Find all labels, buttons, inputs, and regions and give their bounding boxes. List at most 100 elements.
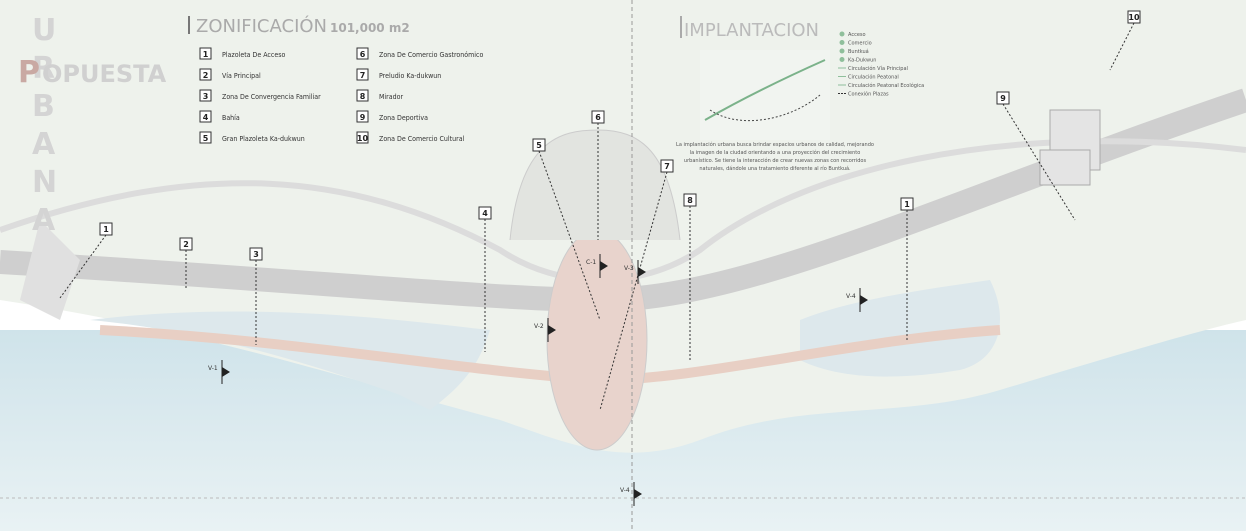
section-arrow bbox=[860, 295, 868, 305]
legend-dot bbox=[839, 31, 845, 37]
legend-box bbox=[199, 47, 212, 60]
description: urbanístico. Se tiene la interacción de … bbox=[684, 157, 867, 164]
marker-number: 7 bbox=[664, 162, 670, 171]
legend-box bbox=[356, 68, 369, 81]
marker-number: 8 bbox=[687, 196, 693, 205]
marker-box bbox=[1127, 10, 1141, 24]
section-label: V-2 bbox=[534, 323, 544, 330]
section-arrow bbox=[634, 489, 642, 499]
section-arrow bbox=[600, 261, 608, 271]
legend-number: 7 bbox=[360, 71, 366, 80]
legend-label: Zona De Convergencia Familiar bbox=[222, 93, 321, 101]
leader-line bbox=[1002, 103, 1076, 221]
section-arrow bbox=[548, 325, 556, 335]
lagoon bbox=[90, 311, 490, 410]
legend-dot bbox=[839, 40, 845, 45]
legend-label: Acceso bbox=[848, 32, 866, 38]
legend-label: Ka-Dukwun bbox=[848, 58, 876, 64]
legend-label: Gran Plazoleta Ka-dukwun bbox=[222, 135, 305, 143]
marker-box bbox=[660, 159, 674, 173]
title-letter: U bbox=[32, 13, 56, 48]
legend-number: 9 bbox=[360, 113, 366, 122]
title-letter: R bbox=[32, 51, 55, 86]
legend-label: Preludio Ka-dukwun bbox=[379, 72, 441, 80]
legend-number: 4 bbox=[203, 113, 209, 122]
marker-box bbox=[249, 247, 263, 261]
legend-label: Buntkuá bbox=[848, 48, 869, 55]
title-letter: N bbox=[32, 165, 57, 200]
description: naturales, dándole una tratamiento difer… bbox=[699, 165, 851, 172]
marker-number: 5 bbox=[536, 141, 542, 150]
legend-number: 6 bbox=[360, 50, 366, 59]
legend-number: 5 bbox=[203, 134, 209, 143]
leader-line bbox=[1109, 22, 1135, 71]
section-arrow bbox=[638, 267, 646, 277]
legend-box bbox=[356, 47, 369, 60]
area: 101,000 m2 bbox=[330, 21, 410, 35]
legend-box bbox=[356, 131, 369, 144]
marker-box bbox=[99, 222, 113, 236]
section-label: V-4 bbox=[846, 293, 856, 300]
marker-box bbox=[996, 91, 1010, 105]
legend-box bbox=[356, 110, 369, 123]
legend-label: Conexión Plazas bbox=[848, 91, 889, 98]
section-label: V-3 bbox=[624, 265, 634, 272]
legend-label: Circulación Peatonal Ecológica bbox=[848, 82, 924, 89]
marker-number: 3 bbox=[253, 250, 259, 259]
legend-box bbox=[356, 89, 369, 102]
legend-label: Zona De Comercio Gastronómico bbox=[379, 51, 483, 59]
title-letter: B bbox=[32, 89, 55, 124]
section-title: IMPLANTACION bbox=[684, 20, 819, 41]
title-bar bbox=[188, 16, 190, 34]
legend-number: 8 bbox=[360, 92, 366, 101]
site-minimap bbox=[700, 50, 830, 140]
legend-label: Vía Principal bbox=[222, 72, 261, 80]
marker-box bbox=[591, 110, 605, 124]
minimap-route bbox=[709, 94, 821, 122]
marker-number: 4 bbox=[482, 209, 488, 218]
title-bar bbox=[680, 16, 682, 38]
legend-dot bbox=[839, 57, 845, 62]
marker-box bbox=[900, 197, 914, 211]
marker-number: 2 bbox=[183, 240, 189, 249]
title-letter: P bbox=[18, 55, 40, 90]
minimap-route bbox=[704, 59, 826, 121]
description: la imagen de la ciudad orientando a una … bbox=[690, 149, 861, 156]
marker-box bbox=[683, 193, 697, 207]
section-label: C-1 bbox=[586, 259, 596, 266]
legend-label: Zona Deportiva bbox=[379, 114, 428, 122]
legend-box bbox=[199, 131, 212, 144]
legend-label: Zona De Comercio Cultural bbox=[379, 135, 465, 143]
legend-label: Circulación Vía Principal bbox=[848, 65, 908, 72]
section-label: V-1 bbox=[208, 365, 218, 372]
leader-line bbox=[538, 150, 601, 321]
marker-number: 10 bbox=[1128, 13, 1140, 22]
title-letter: A bbox=[32, 127, 56, 162]
legend-label: Plazoleta De Acceso bbox=[222, 51, 286, 59]
access-plaza bbox=[20, 220, 80, 320]
marker-number: 1 bbox=[904, 200, 910, 209]
legend-label: Bahía bbox=[222, 114, 240, 122]
title-letter: A bbox=[32, 203, 56, 238]
section-label: V-4 bbox=[620, 487, 630, 494]
section-arrow bbox=[222, 367, 230, 377]
legend-number: 1 bbox=[203, 50, 209, 59]
legend-box bbox=[199, 89, 212, 102]
marker-box bbox=[478, 206, 492, 220]
description: La implantación urbana busca brindar esp… bbox=[676, 141, 874, 148]
legend-number: 3 bbox=[203, 92, 209, 101]
legend-number: 10 bbox=[357, 134, 369, 143]
legend-label: Circulación Peatonal bbox=[848, 74, 899, 81]
marker-number: 6 bbox=[595, 113, 601, 122]
marker-box bbox=[179, 237, 193, 251]
marker-box bbox=[532, 138, 546, 152]
leader-line bbox=[599, 171, 668, 411]
marker-number: 1 bbox=[103, 225, 109, 234]
legend-box bbox=[199, 110, 212, 123]
section-title: ZONIFICACIÓN bbox=[196, 15, 327, 37]
legend-label: Comercio bbox=[848, 41, 872, 47]
legend-dot bbox=[839, 48, 845, 54]
gastronomic-zone bbox=[509, 129, 681, 241]
